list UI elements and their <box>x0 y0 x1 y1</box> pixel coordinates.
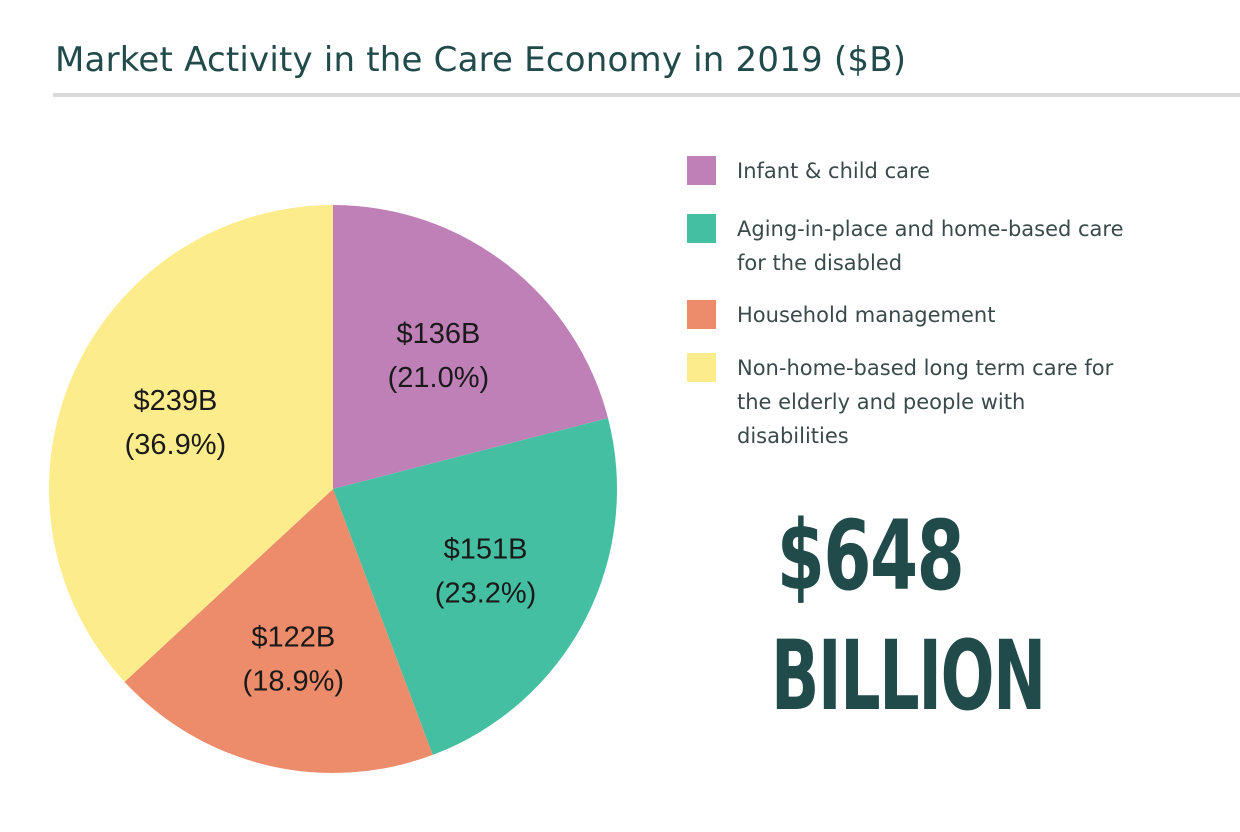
legend-label: Non-home-based long term care for the el… <box>737 356 1114 448</box>
legend-swatch <box>687 156 716 185</box>
slice-percent-label: (21.0%) <box>388 362 490 394</box>
title-divider <box>53 93 1240 97</box>
legend-label: Household management <box>737 303 996 327</box>
total-unit: BILLION <box>771 620 1046 732</box>
pie-slice-infant-child-care <box>333 205 609 489</box>
legend-item-aging-in-place: Aging-in-place and home-based care for t… <box>687 214 1137 280</box>
pie-slice-aging-in-place <box>333 418 617 755</box>
pie-slice-long-term-care <box>48 205 333 682</box>
slice-value-label: $136B <box>396 318 480 350</box>
legend-swatch <box>687 353 716 382</box>
slice-value-label: $122B <box>251 621 335 653</box>
slice-percent-label: (36.9%) <box>125 429 227 461</box>
slice-value-label: $239B <box>133 385 217 417</box>
legend-item-long-term-care: Non-home-based long term care for the el… <box>687 353 1137 453</box>
pie-slice-household-management <box>124 489 433 773</box>
chart-title: Market Activity in the Care Economy in 2… <box>55 40 907 80</box>
slice-percent-label: (23.2%) <box>435 577 537 609</box>
legend-label: Aging-in-place and home-based care for t… <box>737 217 1124 275</box>
legend-swatch <box>687 214 716 243</box>
legend-item-infant-child-care: Infant & child care <box>687 156 1137 188</box>
slice-percent-label: (18.9%) <box>243 665 345 697</box>
total-callout: $648 BILLION <box>720 500 1046 732</box>
legend-item-household-management: Household management <box>687 300 1137 332</box>
legend-label: Infant & child care <box>737 159 931 183</box>
legend-swatch <box>687 300 716 329</box>
total-amount: $648 <box>776 500 965 612</box>
slice-value-label: $151B <box>444 533 528 565</box>
